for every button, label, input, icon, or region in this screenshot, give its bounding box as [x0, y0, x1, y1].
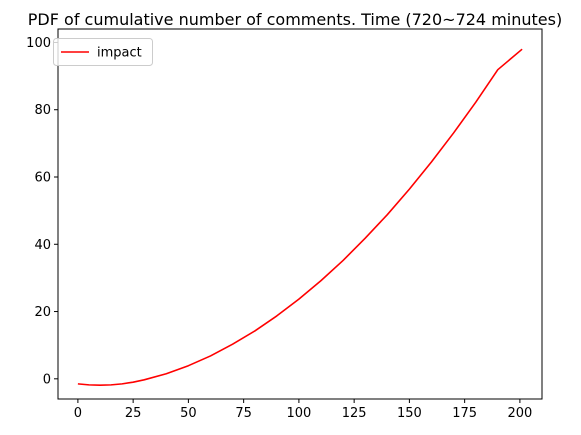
x-tick-label: 25: [125, 406, 142, 421]
legend: impact: [53, 38, 153, 66]
legend-label: impact: [97, 46, 142, 61]
x-tick-label: 50: [180, 406, 197, 421]
legend-box: [53, 38, 153, 66]
y-tick-label: 0: [43, 372, 51, 387]
series-line-impact: [77, 48, 523, 387]
x-tick-label: 100: [286, 406, 311, 421]
y-tick-label: 100: [26, 36, 51, 51]
x-tick-label: 0: [74, 406, 82, 421]
x-tick-label: 125: [342, 406, 367, 421]
x-axis: 0 25 50 75 100 125 150 175 200: [74, 399, 532, 421]
y-tick-label: 20: [34, 305, 51, 320]
x-tick-label: 175: [452, 406, 477, 421]
x-tick-label: 75: [235, 406, 252, 421]
series-layer: [77, 48, 523, 387]
y-tick-label: 40: [34, 238, 51, 253]
y-axis: 0 20 40 60 80 100: [26, 36, 58, 387]
chart-title: PDF of cumulative number of comments. Ti…: [28, 10, 562, 29]
y-tick-label: 60: [34, 171, 51, 186]
y-tick-label: 80: [34, 103, 51, 118]
x-tick-label: 200: [507, 406, 532, 421]
plot-frame: [57, 28, 543, 400]
x-tick-label: 150: [397, 406, 422, 421]
